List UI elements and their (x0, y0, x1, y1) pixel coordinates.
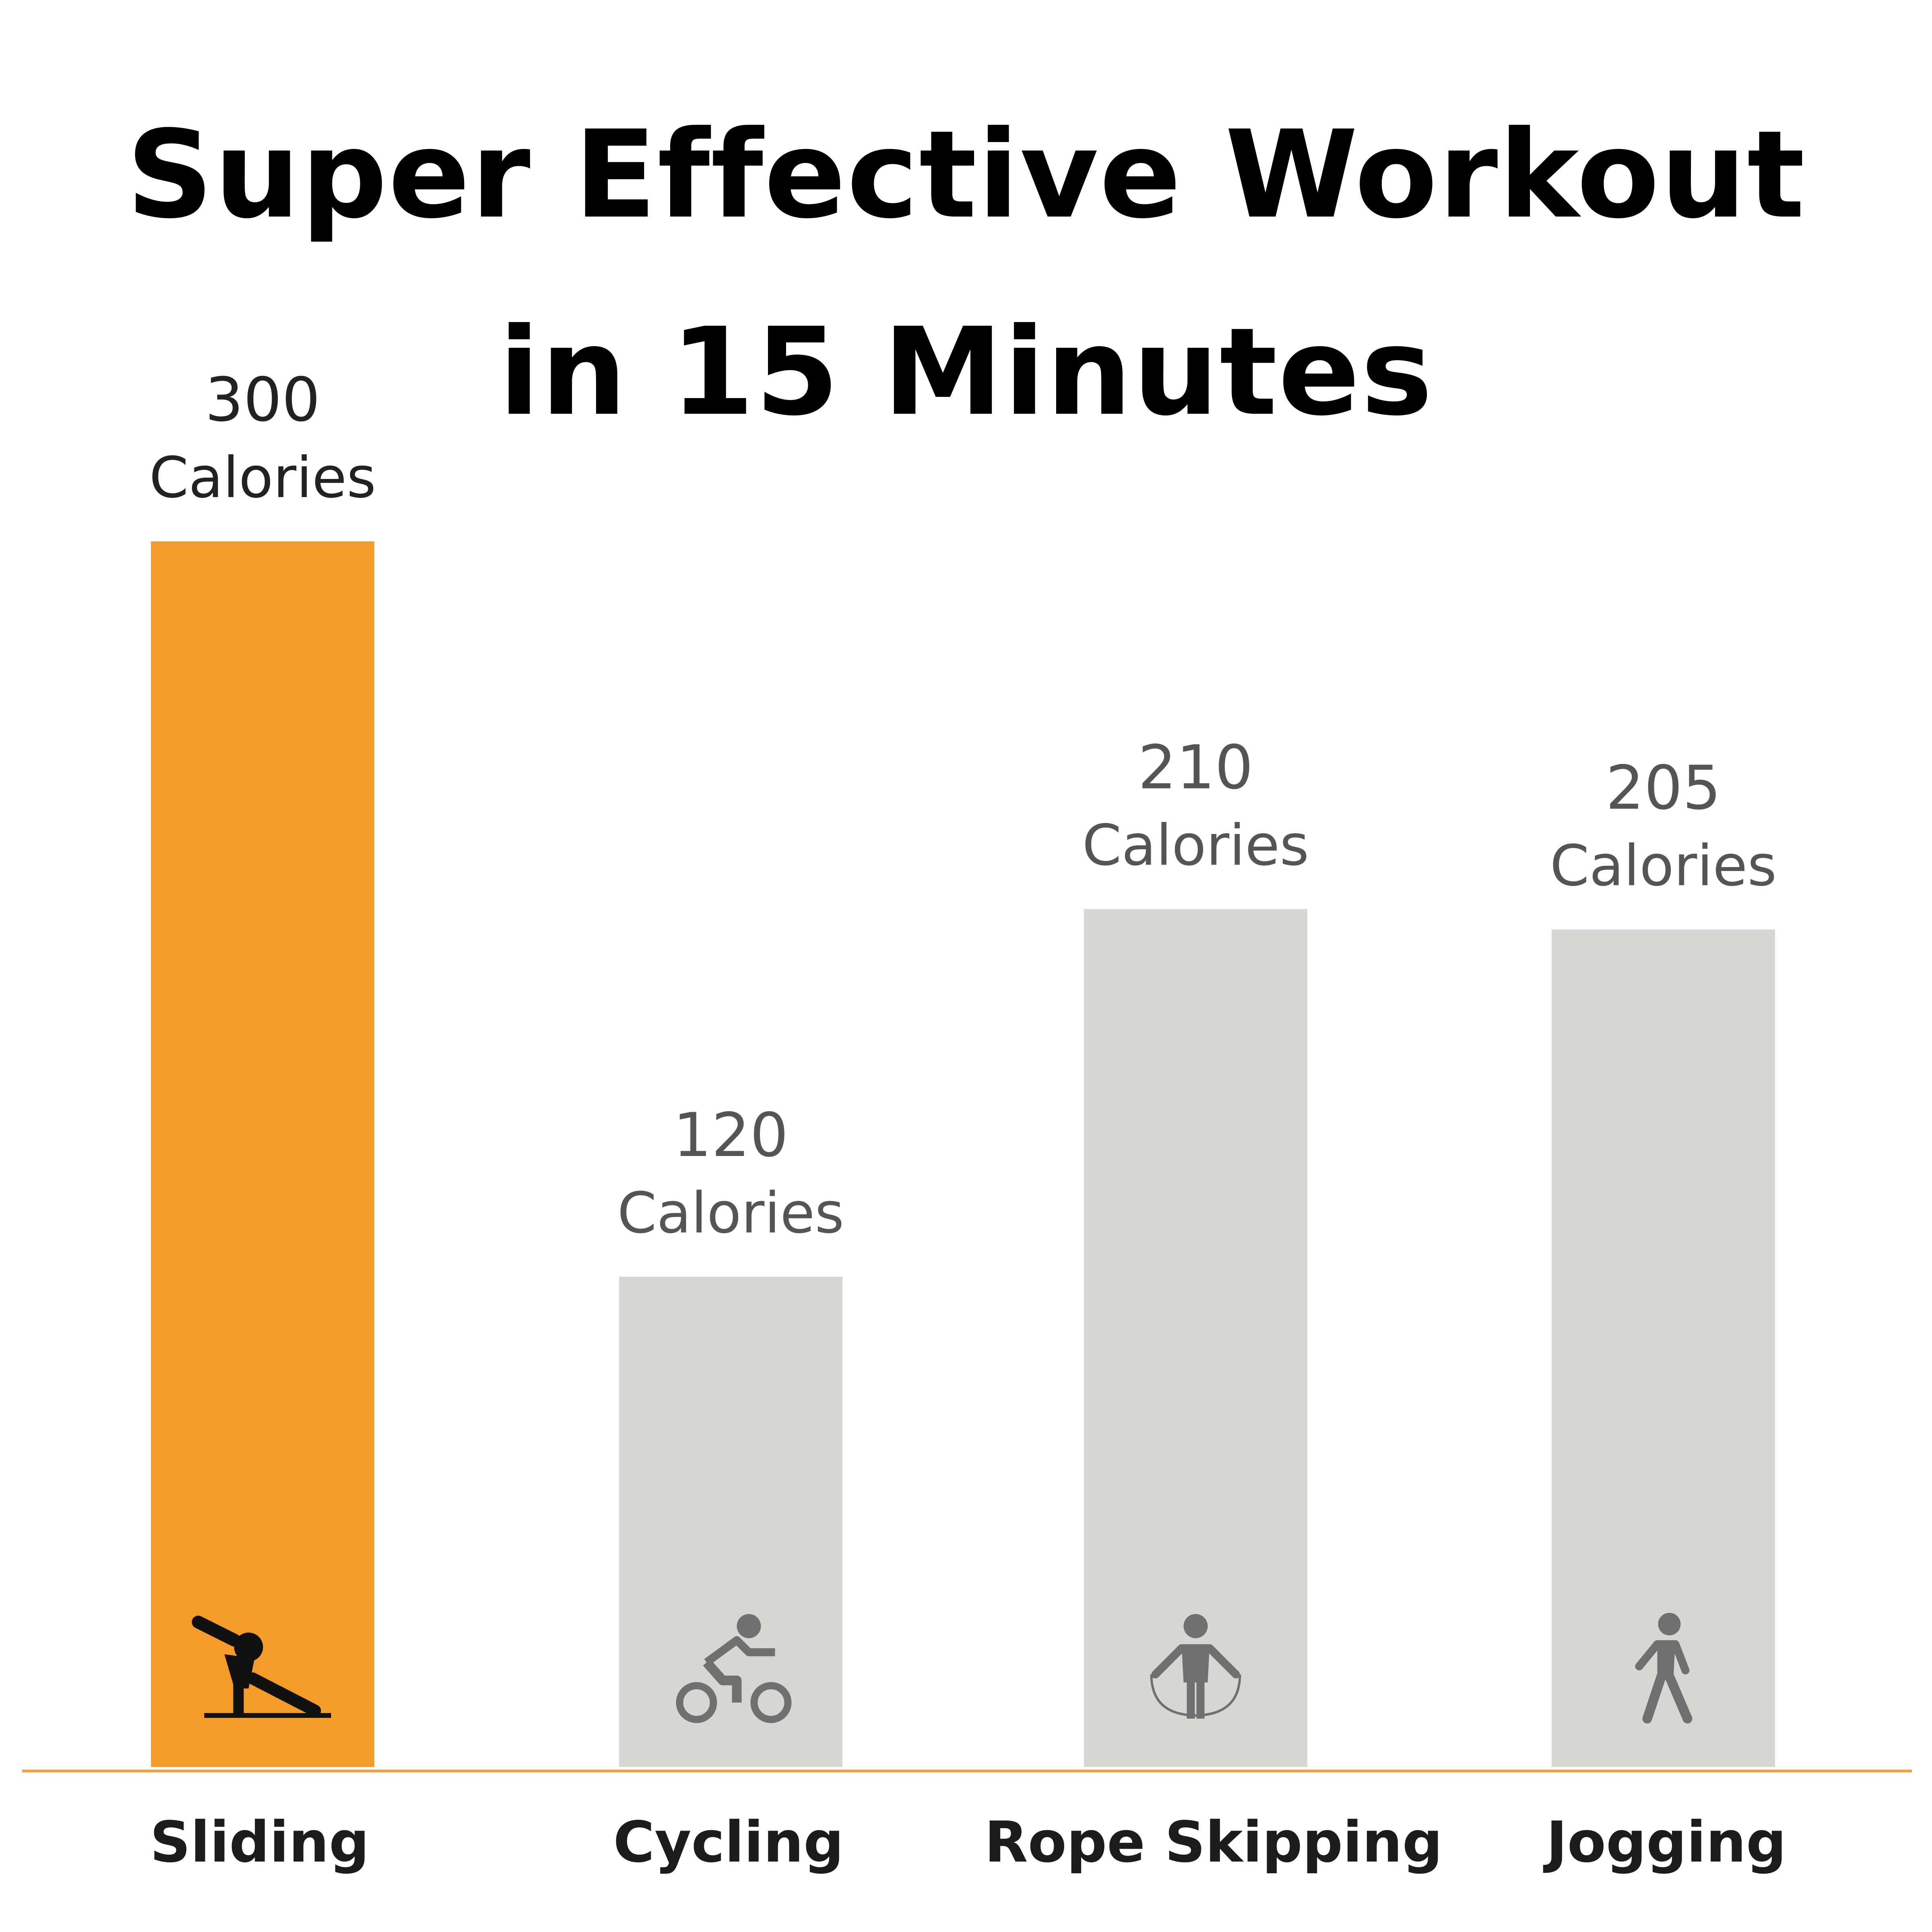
value-label: 120 (673, 1100, 788, 1170)
value-unit-label: Calories (1550, 833, 1777, 899)
category-label: Rope Skipping (985, 1810, 1443, 1875)
value-label: 210 (1138, 733, 1253, 803)
value-label: 205 (1606, 753, 1721, 823)
value-unit-label: Calories (1082, 813, 1309, 879)
bar-rope-skipping (1084, 909, 1307, 1767)
cycling-icon (676, 1614, 792, 1723)
bar-cycling (619, 1277, 842, 1767)
jogging-icon (1635, 1613, 1693, 1724)
rope-skipping-icon (1150, 1614, 1241, 1719)
chart-title-line-2: in 15 Minutes (498, 302, 1434, 442)
value-unit-label: Calories (617, 1181, 844, 1246)
value-unit-label: Calories (149, 445, 376, 511)
sliding-icon (192, 1616, 331, 1718)
category-label: Sliding (150, 1810, 369, 1875)
category-label: Jogging (1543, 1810, 1787, 1875)
bar-sliding (151, 541, 374, 1767)
value-label: 300 (205, 365, 320, 435)
category-label: Cycling (613, 1810, 844, 1875)
chart-title-line-1: Super Effective Workout (126, 105, 1806, 245)
